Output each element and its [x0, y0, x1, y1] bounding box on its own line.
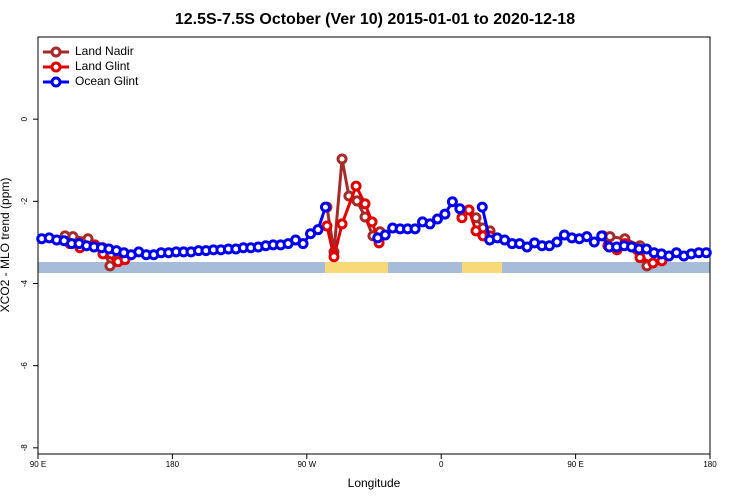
- point: [336, 218, 348, 230]
- point: [350, 180, 362, 192]
- point: [634, 252, 646, 264]
- legend-label: Land Nadir: [75, 44, 134, 58]
- legend-label: Ocean Glint: [75, 74, 139, 88]
- point: [424, 218, 436, 230]
- y-axis-label: XCO2 - MLO trend (ppm): [0, 178, 12, 313]
- point: [596, 230, 608, 242]
- point: [312, 224, 324, 236]
- x-tick-label: 90 E: [567, 460, 583, 469]
- point: [647, 257, 659, 269]
- plot-frame: [37, 36, 711, 455]
- point: [336, 153, 348, 165]
- point: [476, 201, 488, 213]
- y-tick-label: -2: [20, 197, 29, 205]
- point: [463, 204, 475, 216]
- point: [700, 247, 712, 259]
- x-tick-label: 90 E: [30, 460, 46, 469]
- point: [581, 231, 593, 243]
- land-strip: [325, 262, 388, 273]
- chart-title: 12.5S-7.5S October (Ver 10) 2015-01-01 t…: [175, 11, 575, 28]
- x-tick-label: 180: [166, 460, 180, 469]
- point: [439, 208, 451, 220]
- point: [454, 203, 466, 215]
- point: [379, 229, 391, 241]
- point: [409, 223, 421, 235]
- point: [588, 236, 600, 248]
- legend-marker: [50, 61, 62, 73]
- point: [366, 216, 378, 228]
- legend-marker: [50, 46, 62, 58]
- y-tick-label: -8: [20, 444, 29, 452]
- y-tick-label: -4: [20, 279, 29, 287]
- x-tick-label: 180: [703, 460, 717, 469]
- point: [104, 260, 116, 272]
- point: [470, 225, 482, 237]
- land-strip: [462, 262, 502, 273]
- point: [297, 238, 309, 250]
- legend-marker: [50, 76, 62, 88]
- x-tick-label: 90 W: [297, 460, 316, 469]
- y-tick-label: 0: [20, 116, 29, 121]
- legend-label: Land Glint: [75, 59, 130, 73]
- point: [431, 213, 443, 225]
- y-tick-label: -6: [20, 362, 29, 370]
- point: [321, 220, 333, 232]
- x-tick-label: 0: [439, 460, 444, 469]
- point: [359, 198, 371, 210]
- point: [446, 196, 458, 208]
- point: [456, 212, 468, 224]
- point: [328, 251, 340, 263]
- point: [319, 201, 331, 213]
- x-axis-label: Longitude: [348, 476, 401, 490]
- point: [551, 236, 563, 248]
